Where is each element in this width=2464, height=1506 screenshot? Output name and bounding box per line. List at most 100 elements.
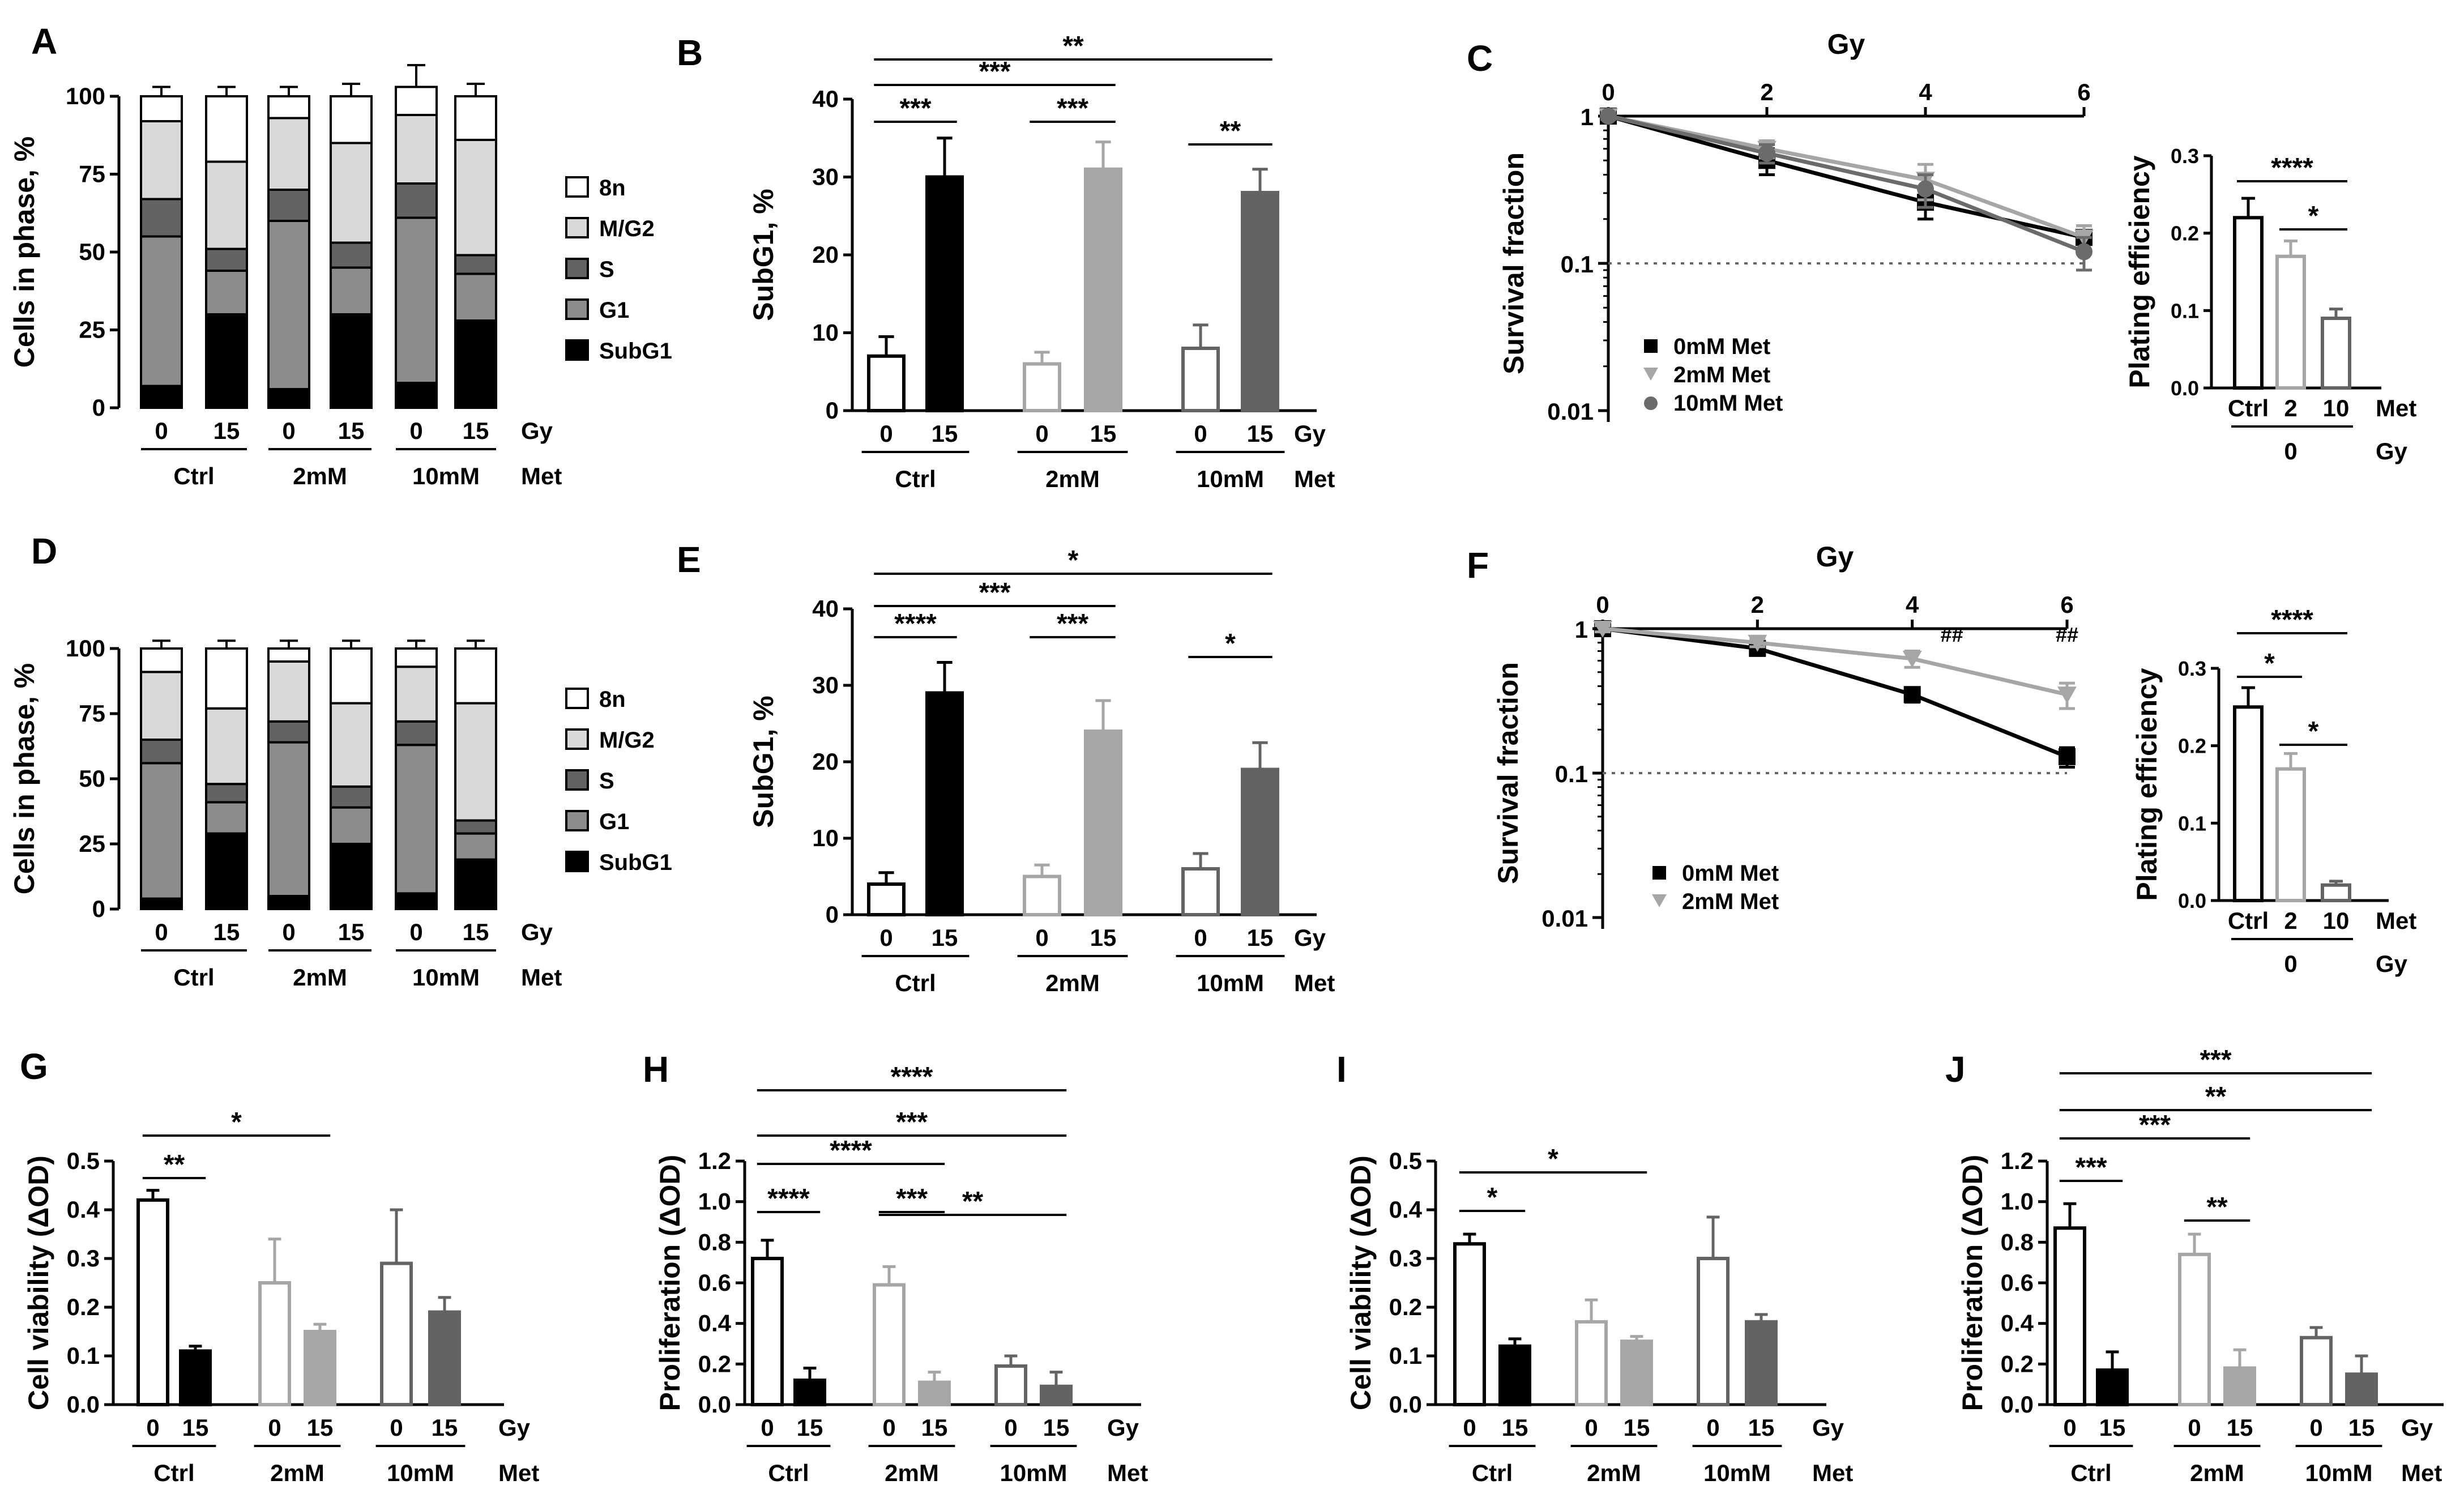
group-unit-label: Met xyxy=(498,1460,539,1486)
legend-label: 2mM Met xyxy=(1673,362,1770,387)
x-unit-label: Gy xyxy=(521,919,553,945)
stack-segment xyxy=(267,189,310,222)
y-axis-label: Survival fraction xyxy=(1498,152,1530,374)
y-axis-label: Plating efficiency xyxy=(2131,668,2163,901)
x-tick-label: 0 xyxy=(155,417,168,444)
x-tick-label: 15 xyxy=(2099,1414,2126,1441)
data-point xyxy=(1748,634,1767,652)
significance-label: * xyxy=(2264,649,2275,679)
y-tick-label: 0.2 xyxy=(1389,1294,1422,1320)
panel-c: C Gy 0 2 4 6 1 0.1 0.01 Survival fraction 0mM Met 2… xyxy=(1467,28,2094,425)
stack-segment xyxy=(205,832,248,910)
category-unit-label: Met xyxy=(2376,395,2416,421)
x-tick-label: 0 xyxy=(1035,420,1048,447)
y-tick-label: 0 xyxy=(826,397,839,424)
significance-label: * xyxy=(2308,201,2319,231)
x-tick-label: 15 xyxy=(463,919,489,945)
legend-swatch xyxy=(565,217,589,238)
significance-label: ** xyxy=(2206,1192,2228,1222)
stack-segment xyxy=(395,216,438,384)
y-tick-label: 0.0 xyxy=(2171,377,2199,400)
bar xyxy=(2300,1336,2333,1406)
stack-segment xyxy=(205,783,248,804)
panel-label: E xyxy=(677,539,701,580)
y-tick-label: 0.2 xyxy=(2178,735,2206,758)
group-label: Ctrl xyxy=(768,1460,809,1486)
bar xyxy=(873,1283,906,1406)
y-tick-label: 0.3 xyxy=(1389,1245,1422,1272)
dose-unit-label: Gy xyxy=(2376,950,2408,977)
group-label: Ctrl xyxy=(173,964,214,991)
x-tick-label: 15 xyxy=(1247,420,1274,447)
stack-segment xyxy=(140,385,183,409)
legend-marker xyxy=(1652,894,1667,907)
y-axis-label: Plating efficiency xyxy=(2124,155,2155,388)
stack-segment xyxy=(140,897,183,910)
y-tick-label: 0.8 xyxy=(698,1228,731,1255)
legend-label: 8n xyxy=(599,687,626,712)
stack-segment xyxy=(395,182,438,219)
group-label: 10mM xyxy=(1703,1460,1771,1486)
x-tick-label: 0 xyxy=(1194,924,1207,951)
legend-label: SubG1 xyxy=(599,850,672,875)
panel-a: A 0 25 50 75 100 Cells in phase, % 0 15 0 15 0 15 Gy C… xyxy=(8,21,672,489)
bar xyxy=(1040,1384,1073,1406)
y-axis-label: Survival fraction xyxy=(1492,662,1524,884)
x-tick-label: 10 xyxy=(2323,395,2350,421)
bar xyxy=(2233,705,2264,903)
stack-segment xyxy=(267,720,310,744)
x-tick-label: 0 xyxy=(1596,591,1609,618)
group-unit-label: Met xyxy=(1107,1460,1148,1486)
x-tick-label: 0 xyxy=(879,924,892,951)
significance-label: *** xyxy=(896,1107,928,1137)
stack-segment xyxy=(454,272,497,322)
y-tick-label: 0.0 xyxy=(698,1391,731,1418)
y-tick-label: 0.0 xyxy=(1389,1391,1422,1418)
bar xyxy=(2321,317,2351,390)
group-label: 2mM xyxy=(293,463,347,489)
group-label: 10mM xyxy=(2305,1460,2372,1486)
bar xyxy=(793,1379,826,1406)
x-unit-label: Gy xyxy=(1294,924,1326,951)
panel-label: D xyxy=(31,531,57,571)
group-label: 2mM xyxy=(1045,466,1100,492)
panel-j: J 0.0 0.2 0.4 0.6 0.8 1.0 1.2 Proliferation (ΔOD… xyxy=(1945,1045,2444,1486)
group-label: Ctrl xyxy=(153,1460,194,1486)
significance-label: *** xyxy=(2200,1045,2231,1075)
stack-segment xyxy=(140,198,183,238)
significance-label: **** xyxy=(767,1184,810,1214)
y-tick-label: 1.2 xyxy=(698,1147,731,1174)
annotation: ## xyxy=(1941,623,1963,646)
series-line xyxy=(1602,626,2068,697)
bar xyxy=(1181,347,1220,412)
x-unit-label: Gy xyxy=(2401,1414,2433,1441)
x-unit-label: Gy xyxy=(1294,420,1326,447)
stack-segment xyxy=(267,660,310,723)
stack-segment xyxy=(330,95,373,144)
stack-segment xyxy=(140,739,183,765)
legend-swatch xyxy=(565,298,589,320)
group-unit-label: Met xyxy=(1294,466,1335,492)
legend-swatch xyxy=(565,851,589,872)
x-tick-label: 2 xyxy=(1760,79,1773,105)
bar xyxy=(1181,867,1220,916)
legend-marker xyxy=(1643,368,1658,381)
series-line xyxy=(1608,114,2085,254)
x-tick-label: 0 xyxy=(882,1414,895,1441)
legend-marker xyxy=(1644,396,1658,410)
y-tick-label: 0.0 xyxy=(2178,889,2206,912)
bar xyxy=(2096,1368,2129,1406)
stack-segment xyxy=(330,785,373,809)
y-tick-label: 40 xyxy=(812,86,839,112)
stack-segment xyxy=(140,95,183,122)
bar xyxy=(918,1380,951,1406)
stack-segment xyxy=(454,832,497,861)
panel-label: J xyxy=(1945,1049,1966,1090)
y-axis-label: Cell viability (ΔOD) xyxy=(1345,1155,1377,1410)
x-tick-label: 0 xyxy=(1035,924,1048,951)
x-tick-label: 0 xyxy=(390,1414,403,1441)
data-point xyxy=(1593,621,1612,638)
stack-segment xyxy=(205,647,248,710)
bar xyxy=(1453,1242,1486,1406)
